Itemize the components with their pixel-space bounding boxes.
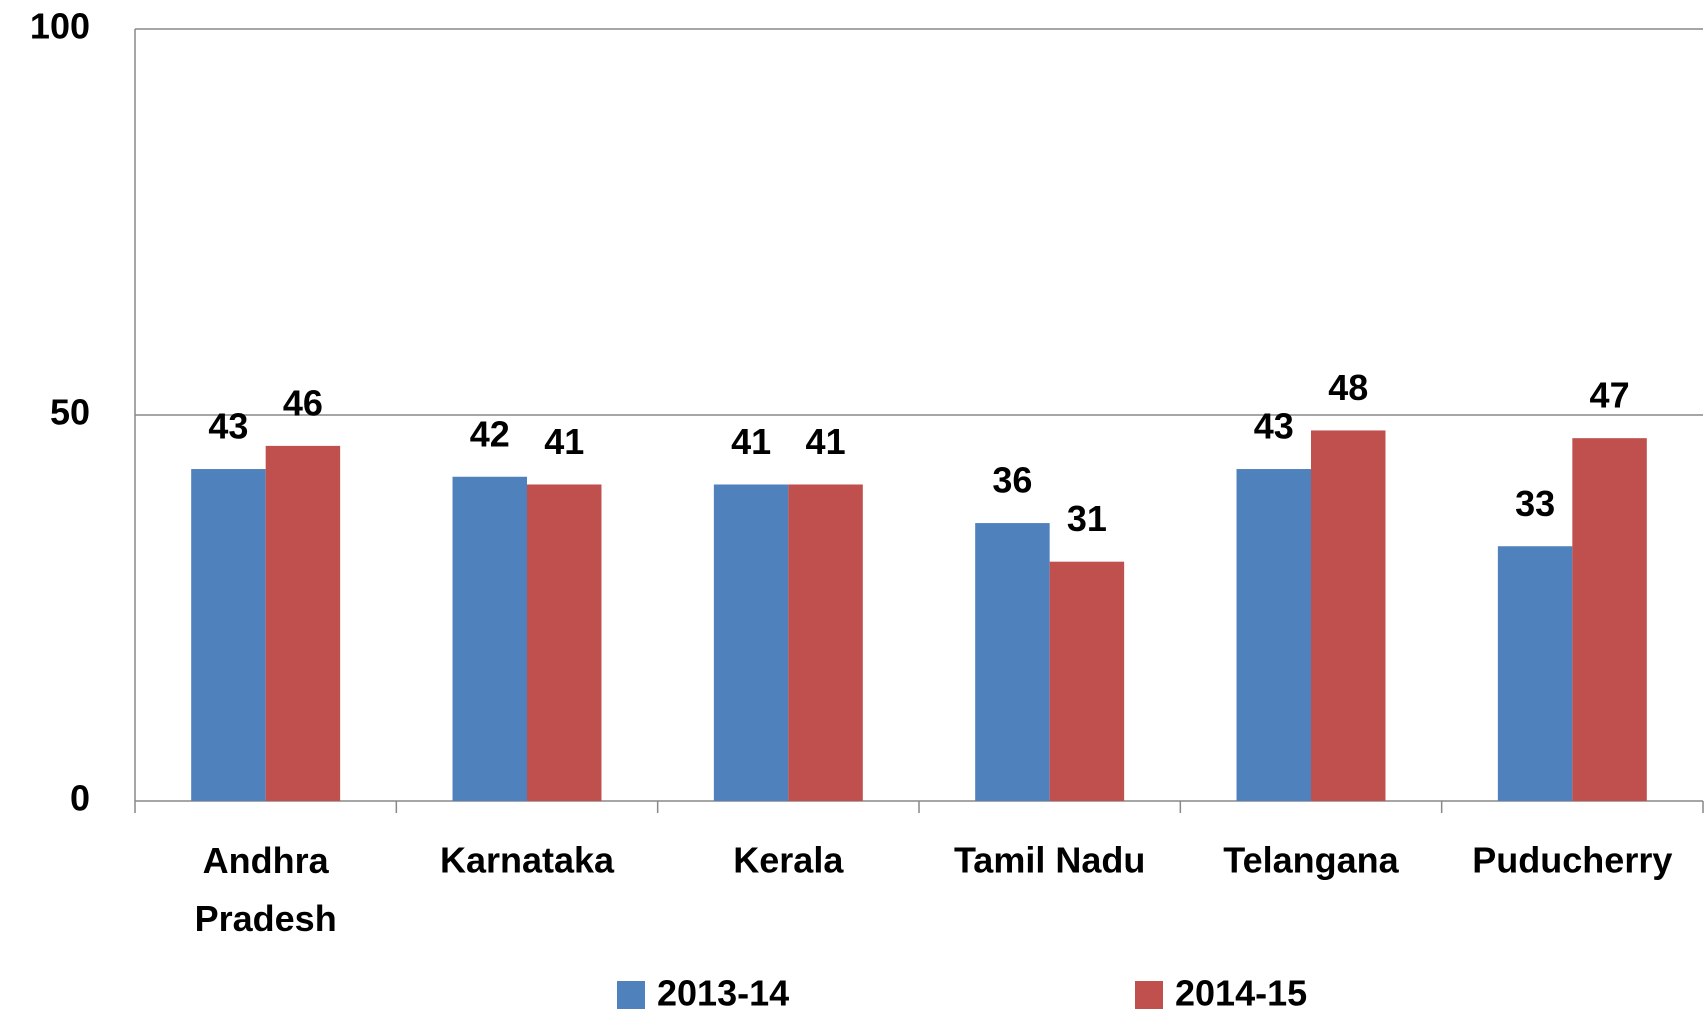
x-tick-label: Andhra Pradesh xyxy=(195,840,337,939)
bar xyxy=(975,523,1050,801)
data-label: 41 xyxy=(544,421,584,462)
data-label: 43 xyxy=(1254,406,1294,447)
bar xyxy=(1497,546,1573,801)
bar xyxy=(452,476,527,801)
data-label: 42 xyxy=(470,413,510,454)
data-label: 41 xyxy=(731,421,771,462)
data-label: 47 xyxy=(1590,375,1630,416)
bar xyxy=(191,469,266,801)
legend-swatch xyxy=(617,981,645,1009)
x-tick-label: Karnataka xyxy=(440,840,615,881)
bar xyxy=(1049,561,1125,801)
bar xyxy=(1572,438,1647,801)
data-label: 48 xyxy=(1328,367,1368,408)
data-label: 41 xyxy=(806,421,846,462)
x-tick-label: Telangana xyxy=(1223,840,1399,881)
bar xyxy=(265,445,341,801)
bar xyxy=(788,484,863,801)
legend-swatch xyxy=(1135,981,1163,1009)
y-tick-label: 0 xyxy=(70,778,90,819)
x-tick-label: Tamil Nadu xyxy=(954,840,1145,881)
y-tick-label: 50 xyxy=(50,392,90,433)
x-tick-label: Kerala xyxy=(733,840,844,881)
bar xyxy=(1311,430,1386,801)
data-label: 46 xyxy=(283,382,323,423)
bar xyxy=(713,484,789,801)
bar xyxy=(527,484,602,801)
legend-label: 2013-14 xyxy=(657,973,789,1014)
bar xyxy=(1236,469,1311,801)
x-tick-label: Puducherry xyxy=(1472,840,1672,881)
legend-label: 2014-15 xyxy=(1175,973,1307,1014)
data-label: 36 xyxy=(992,460,1032,501)
data-label: 33 xyxy=(1515,483,1555,524)
data-label: 43 xyxy=(208,406,248,447)
y-tick-label: 100 xyxy=(30,6,90,47)
data-label: 31 xyxy=(1067,498,1107,539)
